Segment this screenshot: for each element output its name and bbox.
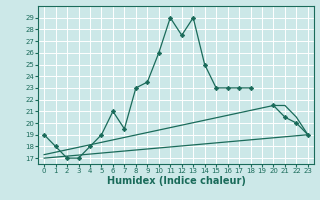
X-axis label: Humidex (Indice chaleur): Humidex (Indice chaleur) [107, 176, 245, 186]
